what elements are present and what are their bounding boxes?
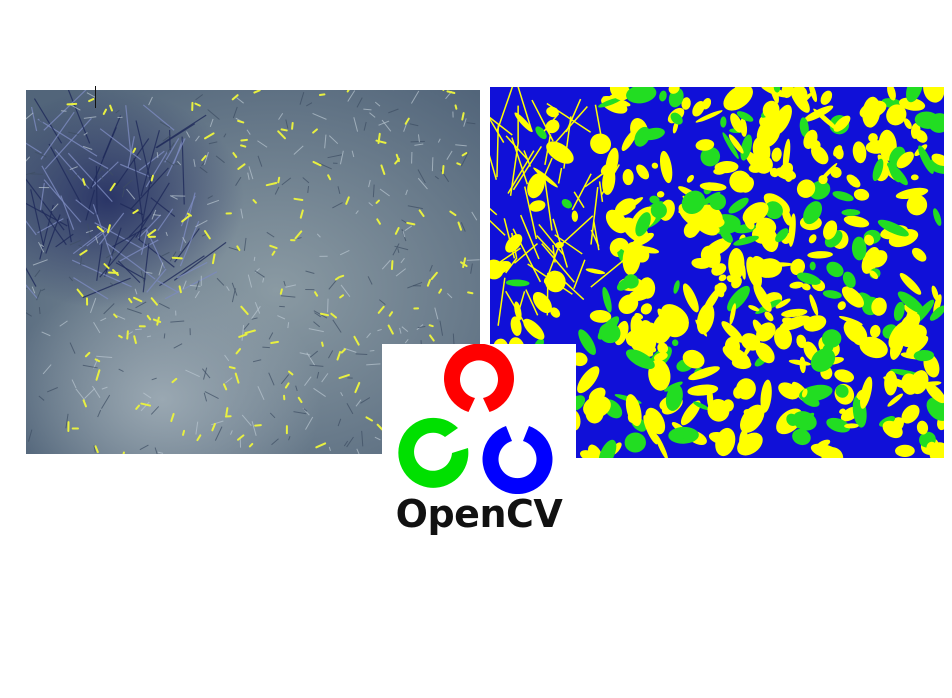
- opencv-rings-icon: [398, 344, 553, 494]
- opencv-logo: OpenCV: [382, 344, 576, 540]
- cursor-tick: [95, 86, 96, 108]
- grass-photo: [26, 90, 480, 454]
- opencv-logo-text: OpenCV: [395, 492, 563, 536]
- grass-photo-image: [26, 90, 480, 454]
- grass-blades: [26, 90, 480, 454]
